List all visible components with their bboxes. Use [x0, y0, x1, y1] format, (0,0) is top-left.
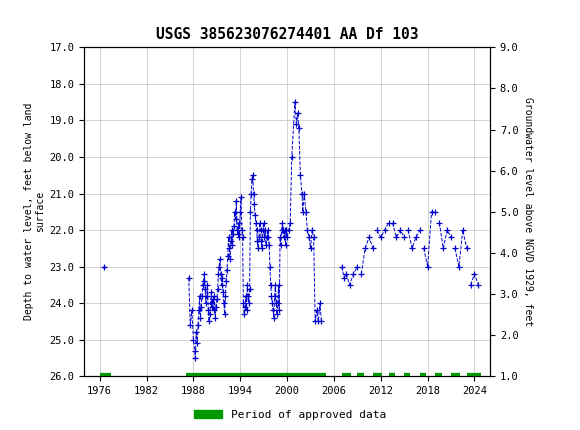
Title: USGS 385623076274401 AA Df 103: USGS 385623076274401 AA Df 103 — [156, 27, 418, 42]
Y-axis label: Groundwater level above NGVD 1929, feet: Groundwater level above NGVD 1929, feet — [523, 97, 533, 326]
Legend: Period of approved data: Period of approved data — [190, 405, 390, 424]
Y-axis label: Depth to water level, feet below land
surface: Depth to water level, feet below land su… — [24, 103, 45, 320]
Text: ≡USGS: ≡USGS — [3, 9, 63, 24]
